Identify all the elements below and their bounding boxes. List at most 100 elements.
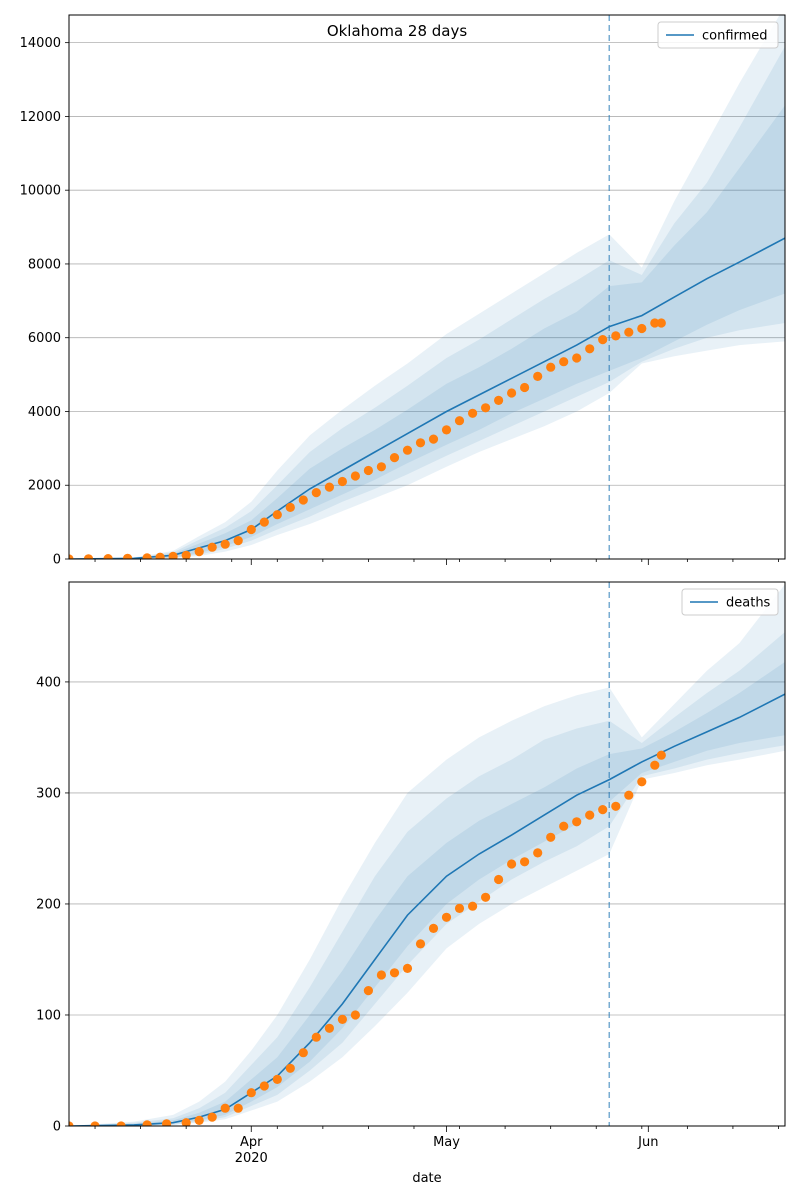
observed-point: [507, 859, 517, 869]
uncertainty-band: [69, 661, 785, 1126]
observed-point: [259, 1081, 269, 1091]
observed-point: [454, 903, 465, 914]
observed-point: [233, 536, 243, 546]
y-tick-label: 2000: [28, 479, 61, 494]
observed-point: [324, 482, 334, 492]
observed-point: [181, 550, 191, 559]
y-tick-label: 8000: [28, 257, 61, 272]
legend-label: deaths: [726, 596, 771, 611]
plot-frame: [68, 581, 786, 1127]
observed-point: [220, 1103, 230, 1113]
observed-point: [285, 1063, 295, 1073]
uncertainty-band: [69, 46, 785, 559]
observed-point: [468, 408, 478, 418]
observed-point: [181, 1118, 191, 1126]
observed-point: [103, 554, 113, 559]
observed-point: [598, 805, 608, 815]
observed-point: [559, 357, 569, 367]
observed-point: [337, 1014, 347, 1024]
observed-point: [468, 901, 478, 911]
observed-point: [324, 1023, 334, 1033]
x-tick-label: Jun: [637, 1135, 658, 1150]
observed-point: [272, 1074, 282, 1084]
observed-point: [90, 1121, 100, 1126]
observed-point: [656, 750, 666, 760]
y-tick-label: 100: [36, 1008, 61, 1023]
observed-point: [441, 912, 452, 922]
observed-point: [155, 552, 165, 559]
observed-point: [285, 502, 295, 512]
confirmed-panel: 0 2000 4000 6000 8000 10000 12000 14000 confirme…: [20, 14, 786, 568]
legend: confirmed: [657, 21, 779, 49]
y-tick-label: 14000: [20, 36, 61, 51]
observed-point: [533, 371, 543, 381]
observed-point: [656, 318, 666, 328]
observed-point: [162, 1119, 172, 1126]
observed-point: [311, 1032, 321, 1042]
uncertainty-band: [69, 15, 785, 559]
x-axis-label: date: [412, 1171, 441, 1186]
x-tick-sublabel: 2020: [235, 1151, 268, 1166]
observed-point: [69, 554, 74, 559]
observed-point: [350, 1010, 360, 1020]
observed-point: [637, 777, 647, 787]
observed-point: [546, 362, 556, 372]
observed-point: [402, 963, 413, 974]
observed-point: [598, 335, 608, 345]
y-tick-label: 400: [36, 675, 61, 690]
observed-point: [311, 488, 321, 498]
legend: deaths: [681, 588, 779, 616]
observed-point: [611, 331, 621, 341]
observed-point: [585, 344, 595, 354]
observed-point: [585, 810, 595, 820]
legend-box: [657, 21, 779, 49]
observed-point: [454, 416, 465, 426]
observed-point: [428, 434, 439, 444]
observed-point: [350, 471, 360, 481]
y-tick-label: 300: [36, 786, 61, 801]
observed-point: [415, 939, 426, 949]
observed-point: [142, 553, 152, 559]
plot-area: [69, 584, 785, 1126]
observed-point: [389, 453, 400, 463]
observed-point: [69, 1121, 74, 1126]
observed-point: [363, 986, 373, 996]
chart-title: Oklahoma 28 days: [327, 22, 468, 40]
y-tick-label: 6000: [28, 331, 61, 346]
observed-point: [363, 465, 373, 476]
observed-point: [624, 790, 634, 800]
observed-point: [546, 832, 556, 842]
observed-point: [246, 1088, 256, 1098]
x-tick-label: Apr: [240, 1135, 263, 1150]
legend-box: [681, 588, 779, 616]
observed-point: [572, 353, 582, 363]
uncertainty-band: [69, 632, 785, 1126]
observed-point: [415, 438, 426, 448]
observed-point: [376, 970, 386, 980]
y-tick-label: 0: [53, 553, 61, 568]
observed-point: [520, 382, 530, 393]
observed-point: [123, 553, 133, 559]
y-tick-label: 200: [36, 897, 61, 912]
observed-point: [246, 524, 256, 535]
observed-point: [259, 517, 269, 527]
observed-point: [220, 539, 230, 549]
observed-point: [533, 848, 543, 858]
y-tick-label: 10000: [20, 184, 61, 199]
observed-point: [376, 462, 386, 472]
observed-point: [441, 425, 452, 435]
observed-point: [481, 892, 491, 902]
observed-point: [624, 327, 634, 337]
plot-area: [69, 15, 785, 559]
observed-point: [402, 445, 413, 455]
observed-point: [572, 817, 582, 827]
observed-point: [272, 510, 282, 520]
y-tick-label: 12000: [20, 110, 61, 125]
legend-label: confirmed: [702, 29, 768, 44]
observed-point: [194, 547, 204, 557]
observed-point: [650, 760, 660, 770]
observed-point: [298, 1048, 308, 1058]
